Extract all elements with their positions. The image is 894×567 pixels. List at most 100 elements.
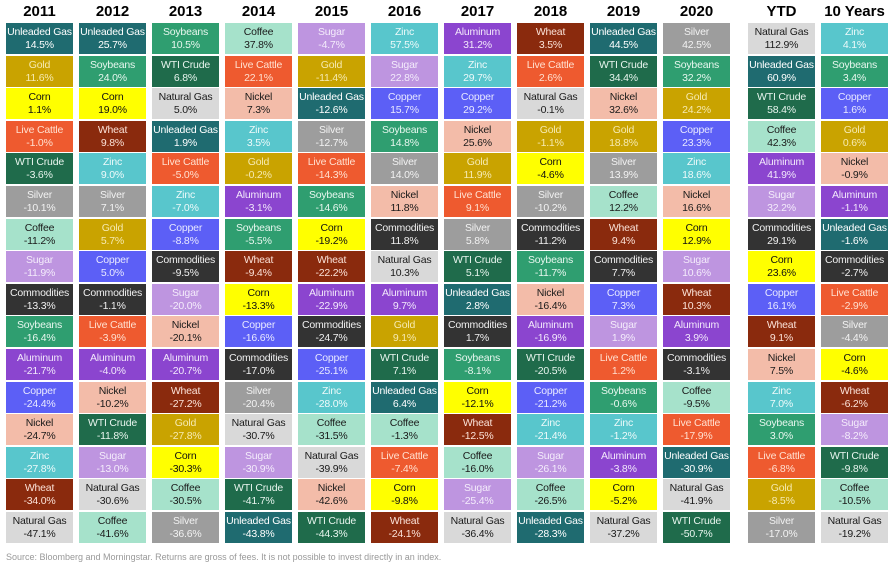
- return-value: -1.1%: [99, 299, 126, 312]
- commodity-name: Commodities: [155, 254, 216, 267]
- return-value: -0.9%: [841, 169, 868, 182]
- commodity-name: Wheat: [170, 384, 201, 397]
- commodity-name: Live Cattle: [307, 156, 356, 169]
- return-value: -25.1%: [315, 365, 348, 377]
- column-2013: 2013 Soybeans 10.5% WTI Crude 6.8% Natural Ga…: [152, 0, 219, 543]
- commodity-name: WTI Crude: [234, 482, 283, 495]
- return-value: 15.7%: [390, 104, 419, 117]
- return-value: -20.7%: [169, 365, 202, 377]
- table-cell: Gold 0.6%: [821, 120, 888, 152]
- return-value: 16.6%: [682, 202, 711, 214]
- commodity-name: Gold: [612, 123, 635, 136]
- table-cell: Soybeans -8.1%: [444, 349, 511, 380]
- return-value: 42.3%: [767, 136, 796, 149]
- return-value: -19.2%: [838, 528, 871, 540]
- table-cell: Silver -10.1%: [6, 186, 73, 217]
- table-cell: Wheat -9.4%: [225, 251, 292, 283]
- return-value: 11.8%: [390, 202, 419, 214]
- table-cell: WTI Crude -9.8%: [821, 446, 888, 478]
- commodity-name: Wheat: [462, 417, 493, 430]
- commodity-name: Unleaded Gas: [153, 123, 218, 136]
- return-value: 32.2%: [767, 202, 796, 214]
- table-cell: Aluminum -22.9%: [298, 283, 365, 315]
- return-value: 10.3%: [682, 299, 711, 312]
- return-value: -3.1%: [245, 202, 272, 214]
- table-cell: Gold -0.2%: [225, 153, 292, 185]
- commodity-name: Copper: [241, 319, 276, 332]
- commodity-name: Commodities: [9, 286, 70, 299]
- commodity-name: Aluminum: [527, 319, 574, 332]
- commodity-name: Nickel: [171, 319, 200, 332]
- return-value: -1.1%: [841, 202, 868, 214]
- commodity-name: Corn: [612, 482, 635, 495]
- table-cell: Soybeans 24.0%: [79, 55, 146, 87]
- commodity-name: Natural Gas: [85, 482, 140, 495]
- return-value: -0.2%: [245, 169, 272, 182]
- table-cell: Natural Gas -37.2%: [590, 512, 657, 543]
- commodity-name: Coffee: [97, 515, 128, 527]
- commodity-name: Zinc: [844, 26, 865, 38]
- commodity-name: Silver: [841, 319, 868, 332]
- table-cell: Wheat -22.2%: [298, 251, 365, 283]
- return-value: -10.2%: [534, 202, 567, 214]
- return-value: -27.2%: [169, 397, 202, 410]
- table-cell: Corn 1.1%: [6, 88, 73, 120]
- commodity-name: Nickel: [317, 482, 346, 495]
- column-2019: 2019 Unleaded Gas 44.5% WTI Crude 34.4% Nicke…: [590, 0, 657, 543]
- return-value: 25.7%: [98, 39, 127, 51]
- commodity-name: WTI Crude: [453, 254, 502, 267]
- table-cell: Unleaded Gas 6.4%: [371, 381, 438, 413]
- table-cell: Copper 1.6%: [821, 88, 888, 120]
- table-cell: Gold 24.2%: [663, 88, 730, 120]
- table-cell: Nickel -10.2%: [79, 381, 146, 413]
- return-value: -9.8%: [841, 462, 868, 475]
- table-cell: Aluminum -3.8%: [590, 446, 657, 478]
- table-cell: Sugar -25.4%: [444, 479, 511, 511]
- return-value: -30.3%: [169, 462, 202, 475]
- return-value: -24.7%: [315, 332, 348, 345]
- return-value: -17.0%: [765, 528, 798, 540]
- table-cell: Natural Gas -30.7%: [225, 414, 292, 446]
- commodity-name: Live Cattle: [599, 352, 648, 364]
- table-cell: Copper -25.1%: [298, 349, 365, 380]
- commodity-name: Silver: [318, 123, 345, 136]
- table-cell: Gold -1.1%: [517, 120, 584, 152]
- table-cell: Coffee -31.5%: [298, 414, 365, 446]
- return-value: -20.1%: [169, 332, 202, 345]
- table-cell: Commodities -1.1%: [79, 283, 146, 315]
- commodity-name: Sugar: [536, 449, 565, 462]
- table-cell: Zinc -28.0%: [298, 381, 365, 413]
- commodity-name: Silver: [537, 189, 564, 201]
- table-cell: Aluminum 31.2%: [444, 23, 511, 54]
- table-cell: Corn 23.6%: [748, 251, 815, 283]
- table-cell: Nickel 32.6%: [590, 88, 657, 120]
- return-value: 13.9%: [609, 169, 638, 182]
- table-cell: Nickel 11.8%: [371, 186, 438, 217]
- commodity-name: Unleaded Gas: [822, 221, 887, 234]
- commodity-name: Gold: [393, 319, 416, 332]
- commodity-name: WTI Crude: [88, 417, 137, 430]
- table-cell: Zinc -7.0%: [152, 186, 219, 217]
- table-cell: Silver 5.8%: [444, 218, 511, 250]
- table-cell: Sugar 10.6%: [663, 251, 730, 283]
- return-value: -16.4%: [23, 332, 56, 345]
- commodity-name: Live Cattle: [161, 156, 210, 169]
- commodity-name: Silver: [768, 515, 795, 527]
- column-2012: 2012 Unleaded Gas 25.7% Soybeans 24.0% Corn 19…: [79, 0, 146, 543]
- table-cell: Natural Gas -19.2%: [821, 512, 888, 543]
- return-value: 18.8%: [609, 136, 638, 149]
- return-value: -26.1%: [534, 462, 567, 475]
- table-cell: Unleaded Gas 44.5%: [590, 23, 657, 54]
- return-value: 7.1%: [100, 202, 125, 214]
- return-value: -30.6%: [96, 495, 129, 508]
- commodity-name: Silver: [245, 384, 272, 397]
- commodity-name: Aluminum: [600, 449, 647, 462]
- table-cell: Copper 29.2%: [444, 88, 511, 120]
- return-value: -30.9%: [242, 462, 275, 475]
- table-cell: Commodities 11.8%: [371, 218, 438, 250]
- table-cell: Sugar -11.9%: [6, 251, 73, 283]
- column-ytd: YTD Natural Gas 112.9% Unleaded Gas 60.9% WTI…: [748, 0, 815, 543]
- commodity-name: Unleaded Gas: [80, 26, 145, 38]
- commodity-name: WTI Crude: [15, 156, 64, 169]
- table-cell: Copper 23.3%: [663, 120, 730, 152]
